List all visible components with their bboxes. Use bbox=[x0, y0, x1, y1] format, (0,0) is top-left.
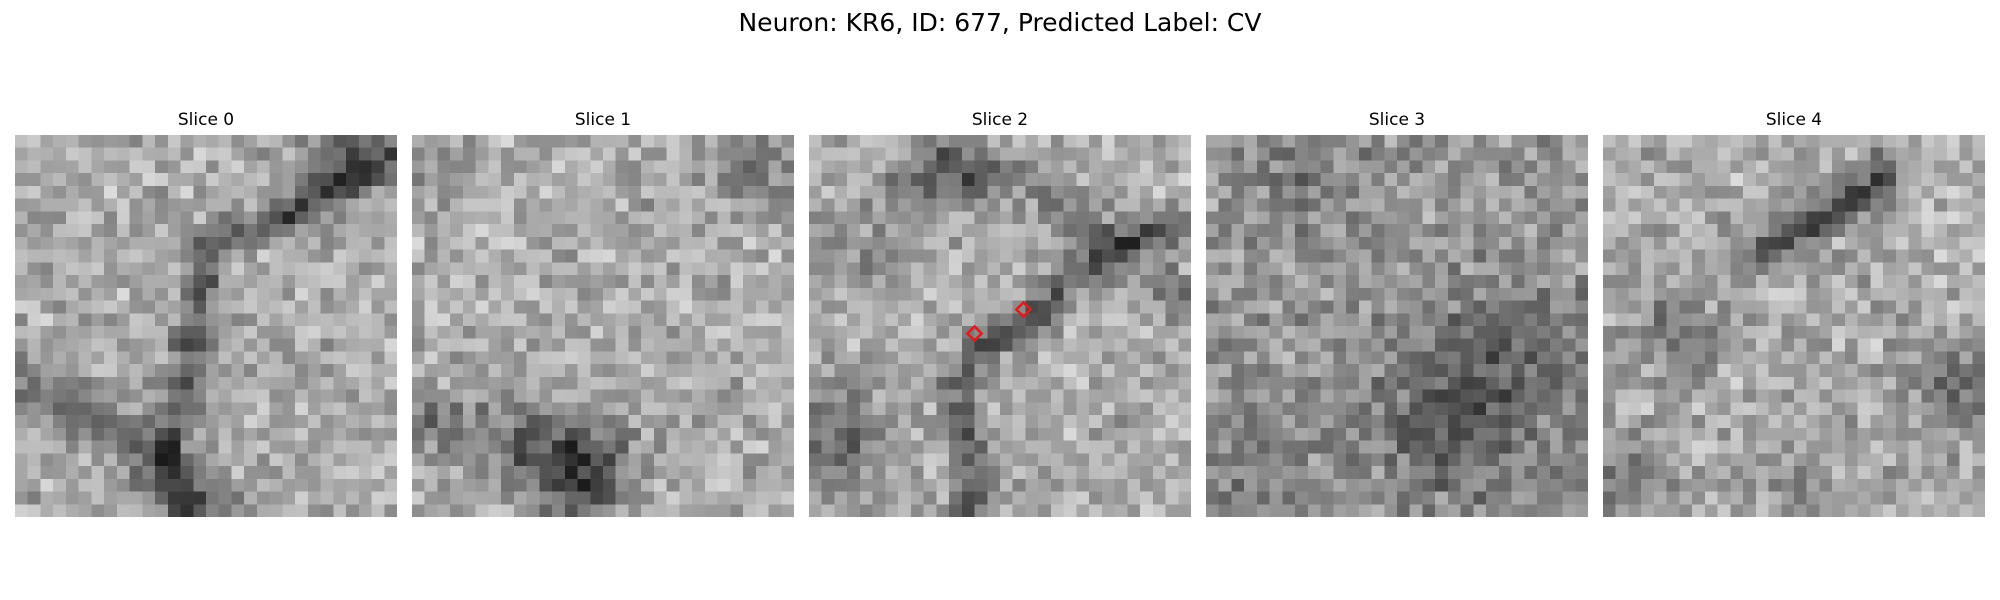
slice-panel-4: Slice 4 bbox=[1603, 108, 1985, 132]
slice-title-1: Slice 1 bbox=[412, 108, 794, 132]
slice-image-0 bbox=[15, 135, 397, 517]
slice-panel-2: Slice 2 bbox=[809, 108, 1191, 132]
slice-image-2 bbox=[809, 135, 1191, 517]
slice-panel-3: Slice 3 bbox=[1206, 108, 1588, 132]
slice-image-3 bbox=[1206, 135, 1588, 517]
slice-image-4 bbox=[1603, 135, 1985, 517]
figure-title: Neuron: KR6, ID: 677, Predicted Label: C… bbox=[0, 6, 2000, 40]
slice-title-3: Slice 3 bbox=[1206, 108, 1588, 132]
slice-panel-0: Slice 0 bbox=[15, 108, 397, 132]
slice-title-2: Slice 2 bbox=[809, 108, 1191, 132]
slice-title-4: Slice 4 bbox=[1603, 108, 1985, 132]
slice-image-1 bbox=[412, 135, 794, 517]
slice-panel-1: Slice 1 bbox=[412, 108, 794, 132]
slice-title-0: Slice 0 bbox=[15, 108, 397, 132]
